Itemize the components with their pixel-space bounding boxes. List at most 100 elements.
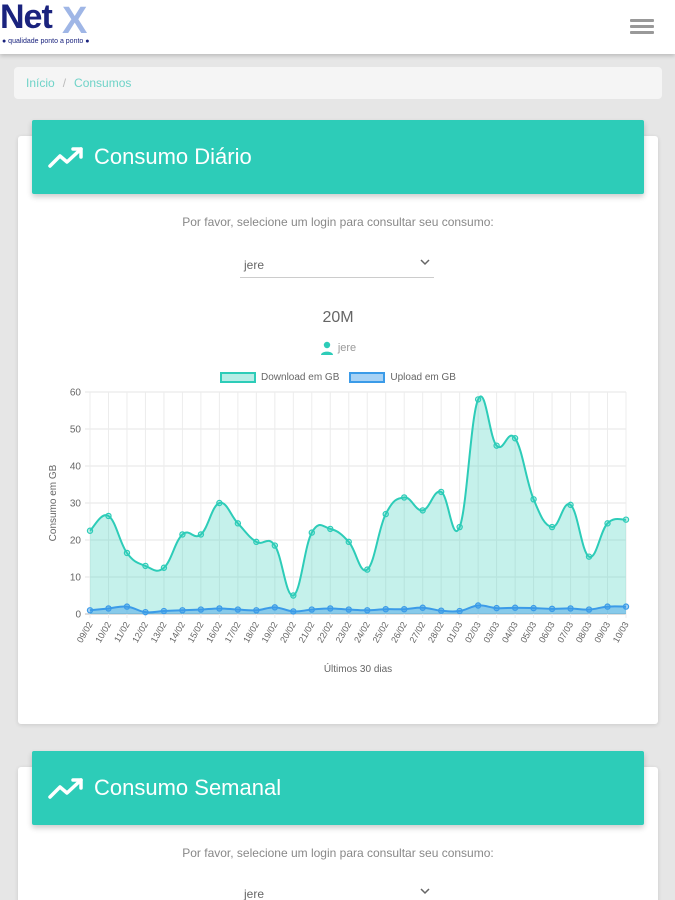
download-data-point [585, 553, 593, 560]
upload-data-point [290, 608, 297, 615]
download-data-point [86, 527, 94, 534]
x-tick-label: 08/03 [574, 620, 594, 645]
download-data-point [493, 442, 500, 449]
download-data-point [530, 496, 537, 503]
logo-name: Net [0, 0, 53, 36]
upload-data-point [419, 604, 426, 611]
upload-data-point [123, 603, 131, 610]
upload-data-point [160, 607, 168, 615]
weekly-card-title: Consumo Semanal [94, 775, 282, 800]
download-data-point [437, 488, 445, 496]
legend-download-swatch [220, 372, 257, 383]
x-tick-label: 27/02 [407, 620, 427, 645]
upload-data-point [382, 605, 389, 613]
y-tick-label: 10 [70, 573, 82, 584]
upload-data-point [530, 604, 537, 612]
chart-plan-title: 20M [322, 309, 354, 326]
upload-data-point [216, 605, 223, 612]
x-tick-label: 10/02 [93, 620, 113, 645]
x-tick-label: 24/02 [352, 620, 372, 645]
x-tick-label: 26/02 [389, 620, 409, 645]
download-data-point [364, 566, 371, 573]
x-tick-label: 21/02 [297, 620, 317, 645]
y-axis-label: Consumo em GB [48, 464, 59, 541]
y-tick-label: 30 [70, 499, 82, 510]
download-data-point [419, 507, 426, 514]
legend-upload-swatch [349, 372, 386, 383]
x-tick-label: 15/02 [186, 620, 206, 645]
x-axis-label: Últimos 30 dias [324, 662, 392, 675]
upload-data-point [234, 606, 242, 613]
upload-data-point [548, 605, 556, 613]
download-data-point [179, 531, 186, 538]
legend-upload[interactable]: Upload em GB [349, 372, 456, 383]
y-tick-label: 60 [70, 388, 82, 399]
breadcrumb-separator: / [62, 76, 67, 90]
download-series-line [89, 395, 627, 597]
y-tick-label: 20 [70, 536, 82, 547]
download-data-point [216, 499, 223, 507]
x-tick-label: 22/02 [315, 620, 335, 645]
download-data-point [160, 564, 168, 571]
upload-series-line [89, 604, 627, 614]
upload-data-point [271, 604, 279, 611]
download-data-point [401, 494, 408, 501]
x-tick-label: 01/03 [444, 620, 464, 645]
upload-data-point [474, 602, 482, 609]
upload-data-point [86, 607, 94, 614]
upload-data-point [364, 607, 371, 614]
download-data-point [345, 538, 352, 546]
weekly-login-select-value: jere [244, 886, 265, 900]
x-tick-label: 05/03 [518, 620, 538, 645]
daily-card-header: Consumo Diário [32, 120, 644, 194]
upload-data-point [308, 606, 315, 613]
top-navbar: Net X ● qualidade ponto a ponto ● [0, 0, 675, 54]
download-data-point [604, 520, 611, 527]
upload-data-point [401, 605, 408, 613]
upload-data-point [345, 606, 352, 613]
upload-data-point [511, 604, 519, 611]
x-tick-label: 18/02 [241, 620, 261, 645]
breadcrumb-current[interactable]: Consumos [74, 76, 132, 90]
weekly-login-prompt: Por favor, selecione um login para consu… [182, 846, 494, 860]
download-data-point [327, 525, 334, 533]
daily-login-select-value: jere [244, 257, 265, 272]
x-tick-label: 14/02 [167, 620, 187, 645]
upload-data-point [437, 607, 445, 614]
download-data-point [142, 562, 149, 570]
upload-data-point [327, 605, 334, 612]
breadcrumb: Início / Consumos [14, 67, 662, 99]
y-tick-label: 0 [75, 610, 81, 621]
x-tick-label: 12/02 [130, 620, 150, 645]
upload-data-point [105, 605, 112, 612]
download-data-point [123, 549, 131, 557]
brand-logo[interactable]: Net X ● qualidade ponto a ponto ● [0, 0, 110, 54]
logo-mark: X [62, 0, 88, 42]
x-tick-label: 11/02 [112, 620, 132, 644]
upload-data-point [179, 607, 186, 614]
breadcrumb-home-link[interactable]: Início [26, 76, 55, 90]
hamburger-menu-icon[interactable] [630, 19, 654, 35]
chevron-down-icon [420, 259, 430, 266]
daily-consumption-card: Consumo Diário Por favor, selecione um l… [18, 120, 658, 724]
download-data-point [308, 529, 315, 536]
download-data-point [567, 501, 574, 509]
legend-upload-label: Upload em GB [390, 372, 456, 383]
download-data-point [253, 538, 260, 546]
upload-data-point [493, 604, 500, 612]
x-tick-label: 10/03 [611, 620, 631, 645]
weekly-login-select[interactable]: jere [240, 881, 434, 900]
x-tick-label: 09/02 [75, 620, 95, 645]
x-tick-label: 20/02 [278, 620, 298, 645]
x-tick-label: 28/02 [426, 620, 446, 645]
download-data-point [234, 520, 242, 527]
daily-login-select[interactable]: jere [240, 252, 434, 278]
chevron-down-icon [420, 888, 430, 895]
x-tick-label: 25/02 [371, 620, 391, 645]
download-data-point [456, 523, 463, 531]
legend-download[interactable]: Download em GB [220, 372, 339, 383]
upload-data-point [604, 603, 611, 610]
weekly-card-header: Consumo Semanal [32, 751, 644, 825]
x-tick-label: 09/03 [592, 620, 612, 645]
download-data-point [105, 512, 112, 520]
